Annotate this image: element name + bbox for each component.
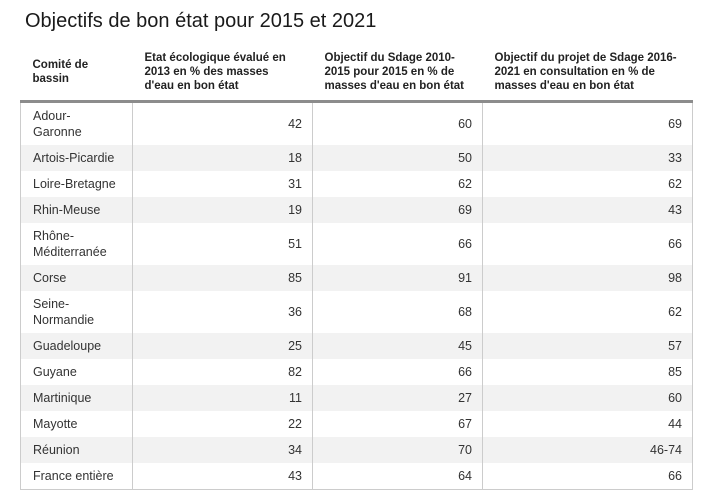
- basin-name-cell: Guyane: [20, 359, 133, 385]
- value-cell: 34: [132, 437, 313, 463]
- value-cell: 25: [132, 333, 313, 359]
- value-cell: 31: [132, 171, 313, 197]
- basin-name-cell: Martinique: [20, 385, 133, 411]
- value-cell: 11: [132, 385, 313, 411]
- basin-name-cell: Rhône- Méditerranée: [20, 223, 133, 265]
- value-cell: 60: [482, 385, 693, 411]
- table-row: Seine- Normandie 36 68 62: [20, 291, 693, 333]
- value-cell: 22: [132, 411, 313, 437]
- value-cell: 33: [482, 145, 693, 171]
- value-cell: 70: [312, 437, 483, 463]
- value-cell: 62: [482, 171, 693, 197]
- value-cell: 85: [482, 359, 693, 385]
- value-cell: 43: [132, 463, 313, 490]
- value-cell: 69: [482, 101, 693, 145]
- value-cell: 67: [312, 411, 483, 437]
- value-cell: 57: [482, 333, 693, 359]
- basin-name-cell: Rhin-Meuse: [20, 197, 133, 223]
- basin-name-cell: Loire-Bretagne: [20, 171, 133, 197]
- value-cell: 66: [312, 359, 483, 385]
- table-row: Adour- Garonne 42 60 69: [20, 101, 693, 145]
- value-cell: 27: [312, 385, 483, 411]
- table-row: Loire-Bretagne 31 62 62: [20, 171, 693, 197]
- value-cell: 60: [312, 101, 483, 145]
- header-row: Comité de bassin Etat écologique évalué …: [20, 47, 693, 103]
- table-header: Comité de bassin Etat écologique évalué …: [20, 47, 693, 103]
- column-header-basin: Comité de bassin: [20, 47, 133, 103]
- basin-name-cell: Réunion: [20, 437, 133, 463]
- basin-name-cell: Guadeloupe: [20, 333, 133, 359]
- basin-name-cell: Corse: [20, 265, 133, 291]
- table-row: Martinique 11 27 60: [20, 385, 693, 411]
- value-cell: 62: [482, 291, 693, 333]
- objectives-table: Comité de bassin Etat écologique évalué …: [20, 47, 693, 490]
- basin-name-cell: Artois-Picardie: [20, 145, 133, 171]
- value-cell: 42: [132, 101, 313, 145]
- table-body: Adour- Garonne 42 60 69 Artois-Picardie …: [20, 101, 693, 490]
- column-header-etat-2013: Etat écologique évalué en 2013 en % des …: [132, 47, 313, 103]
- basin-name-cell: Mayotte: [20, 411, 133, 437]
- value-cell: 85: [132, 265, 313, 291]
- value-cell: 19: [132, 197, 313, 223]
- basin-name-cell: France entière: [20, 463, 133, 490]
- column-header-objectif-2015: Objectif du Sdage 2010- 2015 pour 2015 e…: [312, 47, 483, 103]
- basin-name-cell: Adour- Garonne: [20, 101, 133, 145]
- table-row: France entière 43 64 66: [20, 463, 693, 490]
- table-row: Artois-Picardie 18 50 33: [20, 145, 693, 171]
- value-cell: 50: [312, 145, 483, 171]
- value-cell: 51: [132, 223, 313, 265]
- value-cell: 66: [482, 463, 693, 490]
- value-cell: 91: [312, 265, 483, 291]
- value-cell: 44: [482, 411, 693, 437]
- table-row: Mayotte 22 67 44: [20, 411, 693, 437]
- value-cell: 36: [132, 291, 313, 333]
- value-cell: 82: [132, 359, 313, 385]
- value-cell: 66: [482, 223, 693, 265]
- table-row: Guyane 82 66 85: [20, 359, 693, 385]
- basin-name-cell: Seine- Normandie: [20, 291, 133, 333]
- table-row: Réunion 34 70 46-74: [20, 437, 693, 463]
- value-cell: 98: [482, 265, 693, 291]
- value-cell: 64: [312, 463, 483, 490]
- table-row: Rhin-Meuse 19 69 43: [20, 197, 693, 223]
- value-cell: 66: [312, 223, 483, 265]
- value-cell: 68: [312, 291, 483, 333]
- table-row: Corse 85 91 98: [20, 265, 693, 291]
- value-cell: 18: [132, 145, 313, 171]
- column-header-objectif-2021: Objectif du projet de Sdage 2016- 2021 e…: [482, 47, 693, 103]
- value-cell: 45: [312, 333, 483, 359]
- page-title: Objectifs de bon état pour 2015 et 2021: [25, 10, 377, 32]
- table-row: Rhône- Méditerranée 51 66 66: [20, 223, 693, 265]
- value-cell: 62: [312, 171, 483, 197]
- value-cell: 46-74: [482, 437, 693, 463]
- value-cell: 43: [482, 197, 693, 223]
- value-cell: 69: [312, 197, 483, 223]
- table-row: Guadeloupe 25 45 57: [20, 333, 693, 359]
